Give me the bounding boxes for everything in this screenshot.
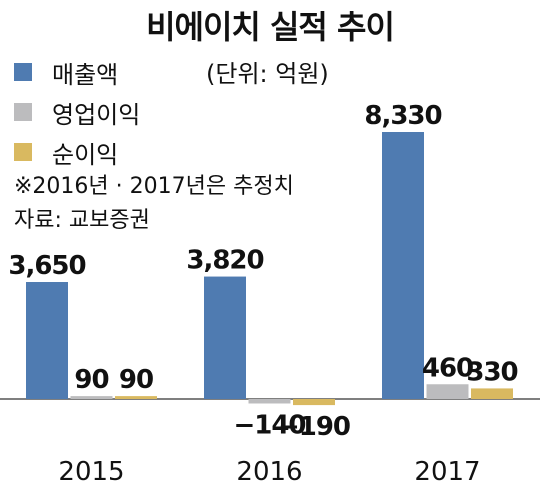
x-tick-2016: 2016 [236, 457, 302, 487]
legend-item-net-income: 순이익 [14, 132, 140, 172]
bar-net-income-2017 [471, 388, 513, 399]
bar-sales-2016 [204, 276, 246, 399]
legend-swatch-sales [14, 63, 32, 81]
data-label-sales-2016: 3,820 [186, 246, 263, 276]
x-tick-2015: 2015 [58, 457, 124, 487]
legend-swatch-operating-profit [14, 103, 32, 121]
data-label-net-income-2015: 90 [119, 365, 153, 395]
legend-label-sales: 매출액 [52, 60, 119, 89]
bar-sales-2017 [382, 132, 424, 399]
chart-title: 비에이치 실적 추이 [146, 8, 395, 46]
data-label-sales-2017: 8,330 [364, 101, 441, 131]
data-label-sales-2015: 3,650 [8, 251, 85, 281]
data-label-net-income-2016: −190 [278, 412, 350, 442]
data-label-operating-profit-2017: 460 [422, 353, 473, 383]
legend: 매출액 영업이익 순이익 [14, 52, 140, 172]
bar-net-income-2016 [293, 399, 335, 406]
x-tick-2017: 2017 [414, 457, 480, 487]
legend-item-sales: 매출액 [14, 52, 140, 92]
bar-operating-profit-2015 [70, 396, 113, 399]
legend-label-net-income: 순이익 [52, 140, 119, 169]
bar-operating-profit-2017 [426, 384, 469, 399]
bar-operating-profit-2016 [248, 399, 291, 404]
source-note: 자료: 교보증권 [14, 208, 150, 233]
legend-label-operating-profit: 영업이익 [52, 100, 141, 129]
bar-sales-2015 [26, 282, 68, 399]
data-label-operating-profit-2015: 90 [74, 365, 108, 395]
estimate-note: ※2016년 · 2017년은 추정치 [14, 174, 294, 199]
legend-item-operating-profit: 영업이익 [14, 92, 140, 132]
bar-net-income-2015 [115, 396, 157, 399]
legend-swatch-net-income [14, 143, 32, 161]
unit-label: (단위: 억원) [206, 60, 329, 88]
data-label-operating-profit-2016: −140 [233, 410, 305, 440]
data-label-net-income-2017: 330 [466, 357, 517, 387]
notes: ※2016년 · 2017년은 추정치 자료: 교보증권 [14, 170, 294, 238]
